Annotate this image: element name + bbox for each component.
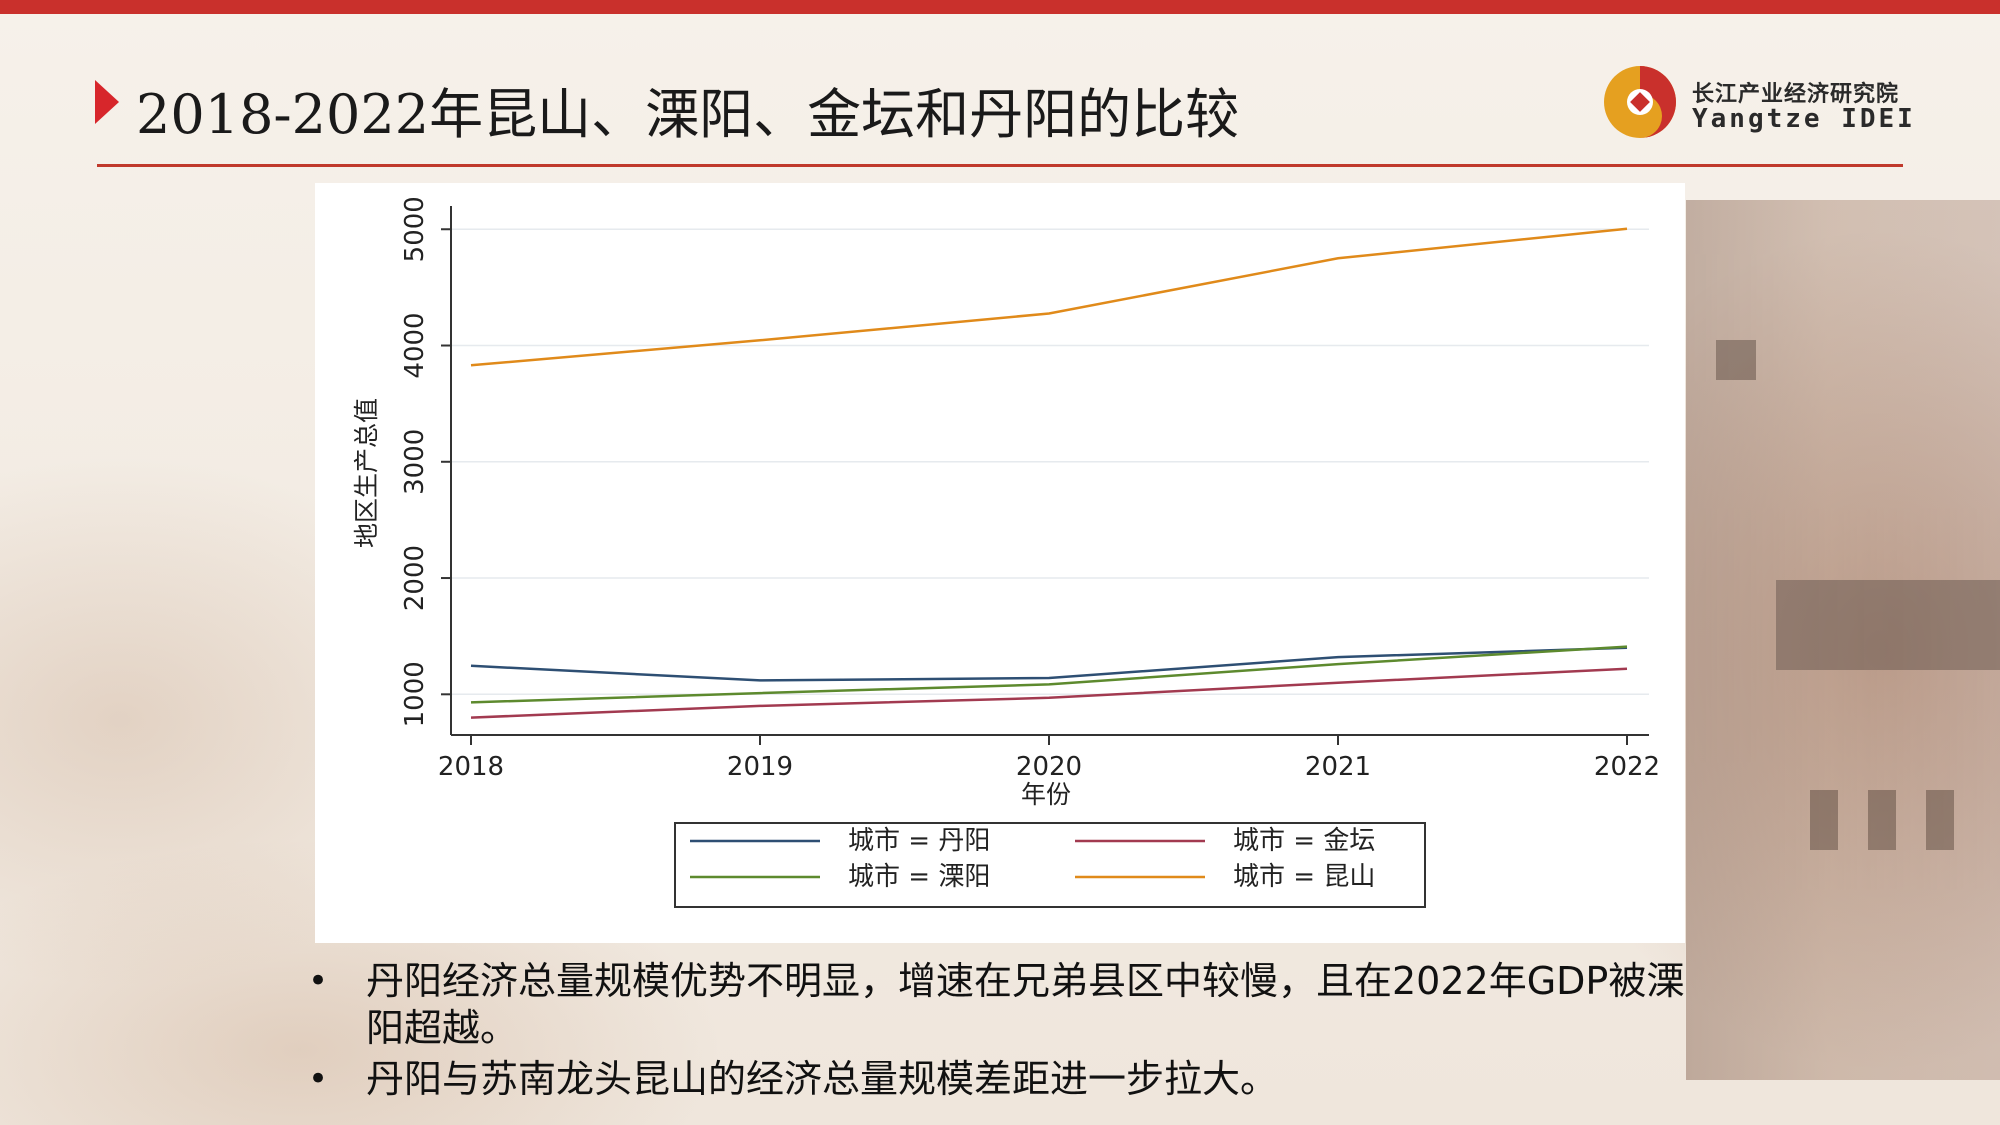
- x-ticks: 2018 2019 2020 2021 2022: [438, 735, 1660, 782]
- series-layer: [470, 227, 1628, 719]
- title-marker-icon: [95, 80, 119, 124]
- x-tick-label: 2018: [438, 752, 504, 782]
- bullet-text: 丹阳与苏南龙头昆山的经济总量规模差距进一步拉大。: [366, 1057, 1279, 1101]
- building-window: [1810, 790, 1838, 850]
- y-tick-label: 4000: [400, 312, 430, 378]
- bullet-list: • 丹阳经济总量规模优势不明显，增速在兄弟县区中较慢，且在2022年GDP被溧阳…: [300, 958, 1700, 1103]
- logo-name-cn: 长江产业经济研究院: [1692, 82, 1900, 107]
- legend-label: 城市 = 丹阳: [848, 826, 990, 856]
- gdp-line-chart: 1000 2000 3000 4000 5000 2018 2019 2020 2021 202…: [352, 196, 1660, 908]
- x-tick-label: 2020: [1016, 752, 1082, 782]
- building-window: [1868, 790, 1896, 850]
- x-tick-label: 2022: [1594, 752, 1660, 782]
- x-axis-title: 年份: [1021, 780, 1071, 809]
- bullet-text: 丹阳经济总量规模优势不明显，增速在兄弟县区中较慢，且在2022年GDP被溧阳超越…: [366, 959, 1685, 1050]
- bullet-item: • 丹阳经济总量规模优势不明显，增速在兄弟县区中较慢，且在2022年GDP被溧阳…: [300, 958, 1700, 1052]
- legend-label: 城市 = 金坛: [1233, 826, 1375, 856]
- bullet-dot-icon: •: [308, 961, 329, 1001]
- top-accent-bar: [0, 0, 2000, 14]
- logo-name-en: Yangtze IDEI: [1692, 104, 1916, 134]
- legend-label: 城市 = 溧阳: [848, 862, 990, 892]
- y-tick-label: 1000: [400, 661, 430, 727]
- building-window: [1716, 340, 1756, 380]
- series-line: [470, 645, 1628, 704]
- series-line: [470, 667, 1628, 719]
- bullet-item: • 丹阳与苏南龙头昆山的经济总量规模差距进一步拉大。: [300, 1056, 1700, 1103]
- series-line: [470, 227, 1628, 367]
- logo: 长江产业经济研究院 Yangtze IDEI: [1600, 62, 1913, 142]
- series-line: [470, 646, 1628, 682]
- grid-layer: [451, 228, 1649, 696]
- legend-box: [674, 822, 1426, 908]
- y-ticks: 1000 2000 3000 4000 5000: [400, 196, 451, 727]
- y-tick-label: 5000: [400, 196, 430, 262]
- y-tick-label: 3000: [400, 429, 430, 495]
- title-divider: [97, 164, 1903, 167]
- building-roof: [1776, 580, 2000, 670]
- chart-panel: 1000 2000 3000 4000 5000 2018 2019 2020 2021 202…: [315, 183, 1685, 943]
- y-tick-label: 2000: [400, 545, 430, 611]
- y-axis-title: 地区生产总值: [352, 398, 381, 548]
- x-tick-label: 2019: [727, 752, 793, 782]
- legend-label: 城市 = 昆山: [1233, 862, 1375, 892]
- background-building-image: [1686, 200, 2000, 1080]
- bullet-dot-icon: •: [308, 1059, 329, 1099]
- building-window: [1926, 790, 1954, 850]
- page-title: 2018-2022年昆山、溧阳、金坛和丹阳的比较: [136, 83, 1240, 146]
- logo-mark-icon: [1604, 66, 1676, 138]
- x-tick-label: 2021: [1305, 752, 1371, 782]
